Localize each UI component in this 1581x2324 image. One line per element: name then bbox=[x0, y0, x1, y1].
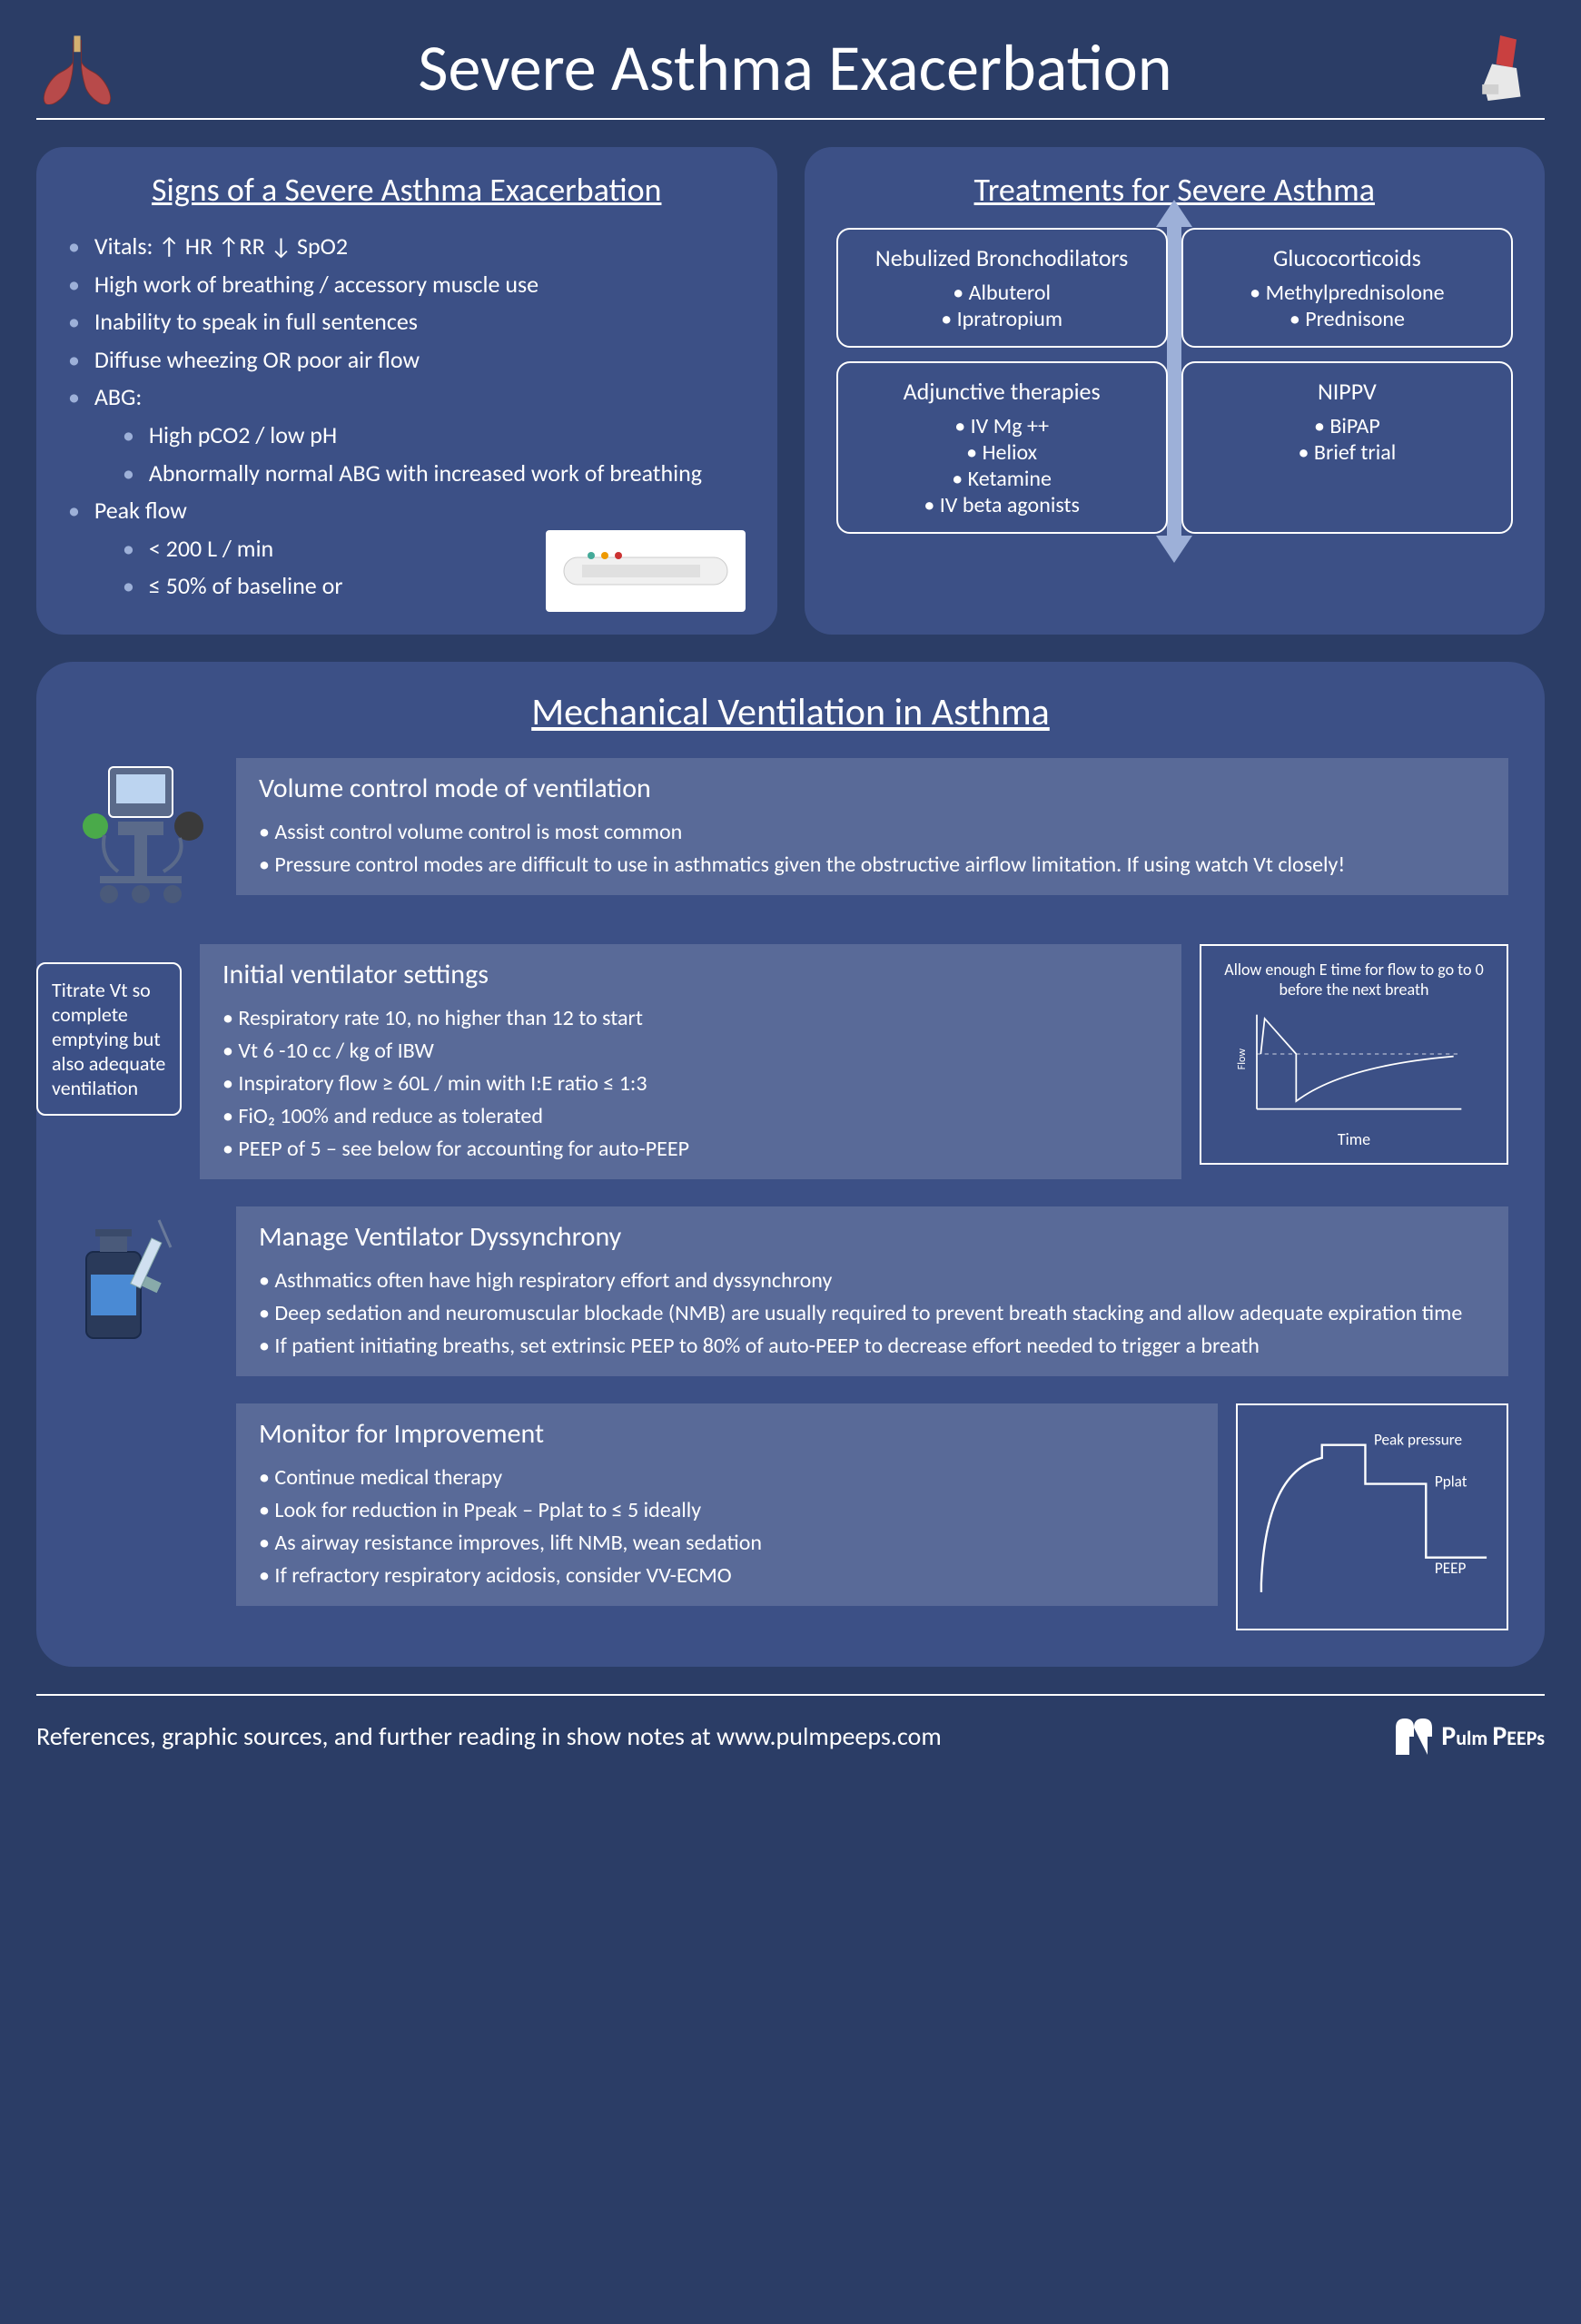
dys-item: Deep sedation and neuromuscular blockade… bbox=[259, 1297, 1486, 1330]
treatment-title: Adjunctive therapies bbox=[856, 377, 1148, 406]
treatment-title: Glucocorticoids bbox=[1201, 243, 1493, 272]
block-title: Manage Ventilator Dyssynchrony bbox=[259, 1220, 1486, 1254]
footer-text: References, graphic sources, and further… bbox=[36, 1720, 942, 1752]
peak-flow-meter-icon bbox=[546, 530, 746, 612]
inhaler-icon bbox=[1472, 27, 1545, 109]
titrate-callout: Titrate Vt so complete emptying but also… bbox=[36, 962, 182, 1116]
monitor-item: Look for reduction in Ppeak – Pplat to ≤… bbox=[259, 1494, 1195, 1527]
treatment-item: Heliox bbox=[856, 439, 1148, 466]
mv-title: Mechanical Ventilation in Asthma bbox=[73, 689, 1508, 735]
mech-vent-section: Mechanical Ventilation in Asthma Volume … bbox=[36, 662, 1545, 1667]
page-header: Severe Asthma Exacerbation bbox=[36, 27, 1545, 120]
ventilator-icon bbox=[73, 758, 209, 912]
monitor-content: Monitor for Improvement Continue medical… bbox=[236, 1403, 1218, 1606]
pressure-waveform-chart: Peak pressure Pplat PEEP bbox=[1236, 1403, 1508, 1630]
treatment-title: NIPPV bbox=[1201, 377, 1493, 406]
flow-chart-note: Allow enough E time for flow to go to 0 … bbox=[1215, 960, 1493, 1000]
initial-block: Titrate Vt so complete emptying but also… bbox=[36, 944, 1508, 1179]
initial-item: FiO₂ 100% and reduce as tolerated bbox=[222, 1100, 1159, 1133]
page-title: Severe Asthma Exacerbation bbox=[118, 28, 1472, 108]
initial-item: Inspiratory flow ≥ 60L / min with I:E ra… bbox=[222, 1068, 1159, 1100]
treatment-box: NIPPV BiPAP Brief trial bbox=[1181, 361, 1513, 534]
sedation-icon bbox=[73, 1206, 200, 1352]
treatment-box: Adjunctive therapies IV Mg ++ Heliox Ket… bbox=[836, 361, 1168, 534]
treatment-item: Brief trial bbox=[1201, 439, 1493, 466]
sign-item: High work of breathing / accessory muscl… bbox=[68, 266, 746, 304]
pressure-label: PEEP bbox=[1435, 1559, 1467, 1578]
signs-list: Vitals: ↑ HR ↑RR ↓ SpO2 High work of bre… bbox=[68, 228, 746, 612]
block-title: Monitor for Improvement bbox=[259, 1417, 1195, 1451]
page-footer: References, graphic sources, and further… bbox=[36, 1694, 1545, 1759]
volume-item: Assist control volume control is most co… bbox=[259, 816, 1486, 849]
peak-item: ≤ 50% of baseline or bbox=[123, 567, 528, 606]
pressure-label: Peak pressure bbox=[1374, 1430, 1462, 1449]
treatment-item: Prednisone bbox=[1201, 306, 1493, 332]
flow-ylabel: Flow bbox=[1235, 1048, 1249, 1069]
treatment-item: IV Mg ++ bbox=[856, 413, 1148, 439]
signs-card: Signs of a Severe Asthma Exacerbation Vi… bbox=[36, 147, 777, 635]
abg-item: Abnormally normal ABG with increased wor… bbox=[123, 455, 746, 493]
volume-content: Volume control mode of ventilation Assis… bbox=[236, 758, 1508, 895]
pressure-label: Pplat bbox=[1435, 1472, 1467, 1491]
treatment-item: Methylprednisolone bbox=[1201, 280, 1493, 306]
volume-item: Pressure control modes are difficult to … bbox=[259, 849, 1486, 881]
dys-item: Asthmatics often have high respiratory e… bbox=[259, 1265, 1486, 1297]
block-title: Initial ventilator settings bbox=[222, 958, 1159, 991]
lungs-icon bbox=[36, 32, 118, 104]
treatment-item: Albuterol bbox=[856, 280, 1148, 306]
sign-item: Peak flow bbox=[68, 492, 746, 530]
flow-time-chart: Allow enough E time for flow to go to 0 … bbox=[1200, 944, 1508, 1165]
treatment-item: Ipratropium bbox=[856, 306, 1148, 332]
monitor-block: Monitor for Improvement Continue medical… bbox=[236, 1403, 1508, 1630]
treatment-box: Glucocorticoids Methylprednisolone Predn… bbox=[1181, 228, 1513, 348]
sign-item: Inability to speak in full sentences bbox=[68, 303, 746, 341]
initial-content: Initial ventilator settings Respiratory … bbox=[200, 944, 1181, 1179]
treatments-grid: Nebulized Bronchodilators Albuterol Ipra… bbox=[836, 228, 1514, 534]
signs-title: Signs of a Severe Asthma Exacerbation bbox=[68, 170, 746, 210]
sign-item: ABG: bbox=[68, 379, 746, 417]
abg-item: High pCO2 / low pH bbox=[123, 417, 746, 455]
dys-item: If patient initiating breaths, set extri… bbox=[259, 1330, 1486, 1363]
dyssynchrony-content: Manage Ventilator Dyssynchrony Asthmatic… bbox=[236, 1206, 1508, 1376]
flow-xlabel: Time bbox=[1215, 1129, 1493, 1149]
sign-item: Diffuse wheezing OR poor air flow bbox=[68, 341, 746, 379]
initial-item: PEEP of 5 – see below for accounting for… bbox=[222, 1133, 1159, 1166]
sign-item: Vitals: ↑ HR ↑RR ↓ SpO2 bbox=[68, 228, 746, 266]
initial-item: Vt 6 -10 cc / kg of IBW bbox=[222, 1035, 1159, 1068]
treatment-item: IV beta agonists bbox=[856, 492, 1148, 518]
treatment-item: BiPAP bbox=[1201, 413, 1493, 439]
treatment-box: Nebulized Bronchodilators Albuterol Ipra… bbox=[836, 228, 1168, 348]
monitor-item: As airway resistance improves, lift NMB,… bbox=[259, 1527, 1195, 1560]
treatments-card: Treatments for Severe Asthma Nebulized B… bbox=[805, 147, 1546, 635]
monitor-item: Continue medical therapy bbox=[259, 1462, 1195, 1494]
peak-item: < 200 L / min bbox=[123, 530, 528, 568]
pulmpeeps-logo: Pulm PEEPs bbox=[1387, 1714, 1545, 1759]
top-row: Signs of a Severe Asthma Exacerbation Vi… bbox=[36, 147, 1545, 635]
volume-block: Volume control mode of ventilation Assis… bbox=[73, 758, 1508, 917]
block-title: Volume control mode of ventilation bbox=[259, 772, 1486, 805]
monitor-item: If refractory respiratory acidosis, cons… bbox=[259, 1560, 1195, 1592]
initial-item: Respiratory rate 10, no higher than 12 t… bbox=[222, 1002, 1159, 1035]
treatment-item: Ketamine bbox=[856, 466, 1148, 492]
treatment-title: Nebulized Bronchodilators bbox=[856, 243, 1148, 272]
dyssynchrony-block: Manage Ventilator Dyssynchrony Asthmatic… bbox=[73, 1206, 1508, 1376]
